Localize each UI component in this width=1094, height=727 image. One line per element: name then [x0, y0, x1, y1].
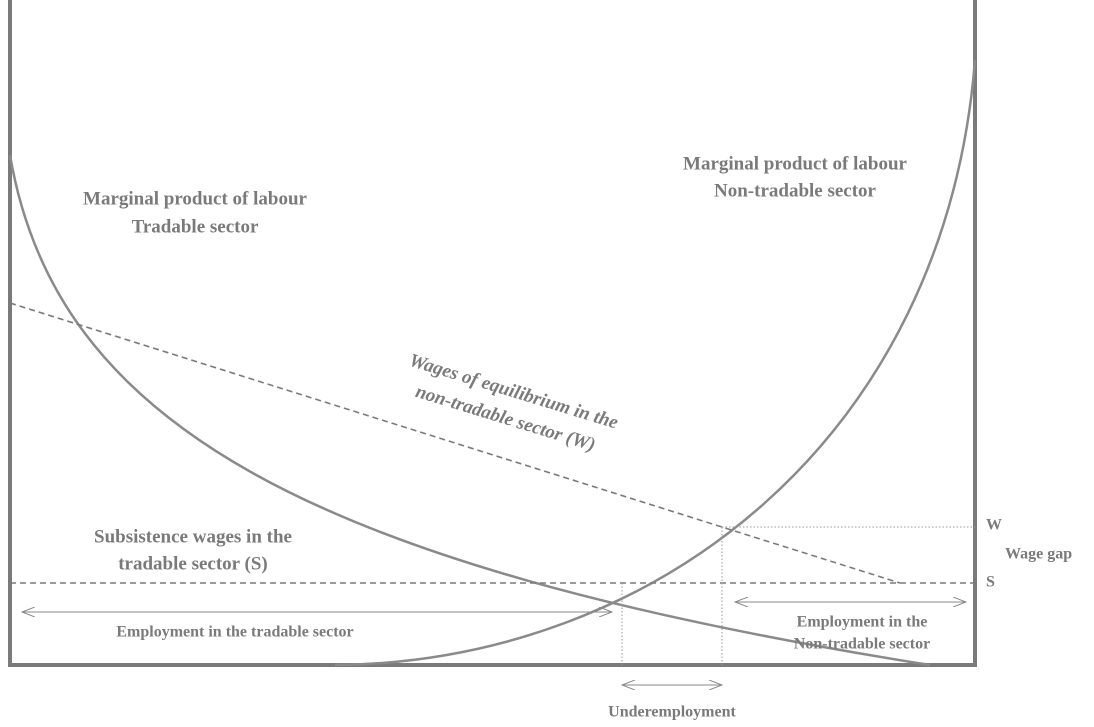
label: Marginal product of labour — [683, 153, 908, 174]
span-label: Non-tradable sector — [794, 636, 930, 653]
label: Subsistence wages in the — [94, 526, 292, 547]
level-label: W — [986, 517, 1002, 534]
label: Tradable sector — [132, 216, 259, 237]
non-tradable-curve — [334, 59, 977, 667]
wage-line — [9, 302, 901, 584]
level-label: Wage gap — [1005, 546, 1072, 563]
span-label: Employment in the tradable sector — [116, 624, 353, 641]
label: Marginal product of labour — [83, 188, 308, 209]
label: Non-tradable sector — [714, 180, 877, 201]
tradable-curve — [8, 154, 931, 667]
axes — [8, 0, 977, 667]
span-label: Employment in the — [797, 614, 928, 631]
label: tradable sector (S) — [118, 553, 268, 574]
level-label: S — [986, 574, 995, 591]
span-label: Underemployment — [608, 704, 736, 721]
